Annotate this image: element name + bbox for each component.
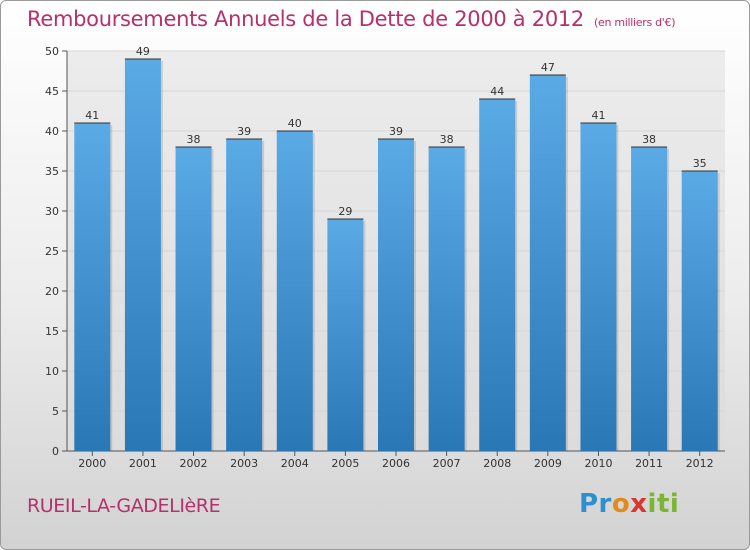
bar	[74, 123, 111, 451]
title-text: Remboursements Annuels de la Dette de 20…	[27, 7, 584, 31]
y-tick-label: 35	[45, 165, 59, 178]
bar	[378, 139, 414, 451]
y-tick-label: 5	[52, 405, 59, 418]
bar	[580, 123, 617, 451]
data-label: 44	[490, 85, 504, 98]
bar	[124, 59, 161, 451]
y-tick-label: 15	[45, 325, 59, 338]
x-tick-label: 2011	[635, 457, 663, 470]
chart-subtitle: (en milliers d'€)	[594, 16, 676, 29]
x-tick-label: 2010	[584, 457, 612, 470]
y-tick-label: 25	[45, 245, 59, 258]
x-tick-label: 2009	[534, 457, 562, 470]
bar	[681, 171, 718, 451]
x-tick-label: 2012	[686, 457, 714, 470]
bar	[175, 147, 212, 451]
bar	[479, 99, 516, 451]
data-label: 29	[338, 205, 352, 218]
proxiti-logo: Proxiti	[579, 489, 679, 519]
y-tick-label: 50	[45, 45, 59, 58]
data-label: 47	[541, 61, 555, 74]
bar	[226, 139, 263, 451]
data-label: 38	[440, 133, 454, 146]
bar	[276, 131, 313, 451]
logo-part-4: iti	[647, 489, 680, 519]
x-tick-label: 2001	[129, 457, 157, 470]
y-tick-label: 20	[45, 285, 59, 298]
data-label: 35	[693, 157, 707, 170]
x-tick-label: 2008	[483, 457, 511, 470]
data-label: 38	[187, 133, 201, 146]
logo-part-3: x	[630, 489, 648, 519]
y-tick-label: 45	[45, 85, 59, 98]
data-label: 49	[136, 45, 150, 58]
data-label: 39	[389, 125, 403, 138]
bar	[529, 75, 566, 451]
chart-title: Remboursements Annuels de la Dette de 20…	[27, 7, 675, 31]
y-tick-label: 40	[45, 125, 59, 138]
x-tick-label: 2005	[331, 457, 359, 470]
data-label: 41	[591, 109, 605, 122]
y-tick-label: 10	[45, 365, 59, 378]
logo-part-2: o	[611, 489, 631, 519]
bar	[428, 147, 465, 451]
y-tick-label: 30	[45, 205, 59, 218]
y-tick-label: 0	[52, 445, 59, 458]
x-tick-label: 2006	[382, 457, 410, 470]
x-tick-label: 2007	[433, 457, 461, 470]
bar	[327, 219, 364, 451]
x-tick-label: 2002	[180, 457, 208, 470]
data-label: 39	[237, 125, 251, 138]
logo-part-1: Pr	[579, 489, 612, 519]
x-tick-label: 2003	[230, 457, 258, 470]
x-tick-label: 2000	[78, 457, 106, 470]
data-label: 38	[642, 133, 656, 146]
commune-name: RUEIL-LA-GADELIèRE	[27, 495, 221, 517]
data-label: 40	[288, 117, 302, 130]
x-tick-label: 2004	[281, 457, 309, 470]
bar	[631, 147, 668, 451]
data-label: 41	[85, 109, 99, 122]
